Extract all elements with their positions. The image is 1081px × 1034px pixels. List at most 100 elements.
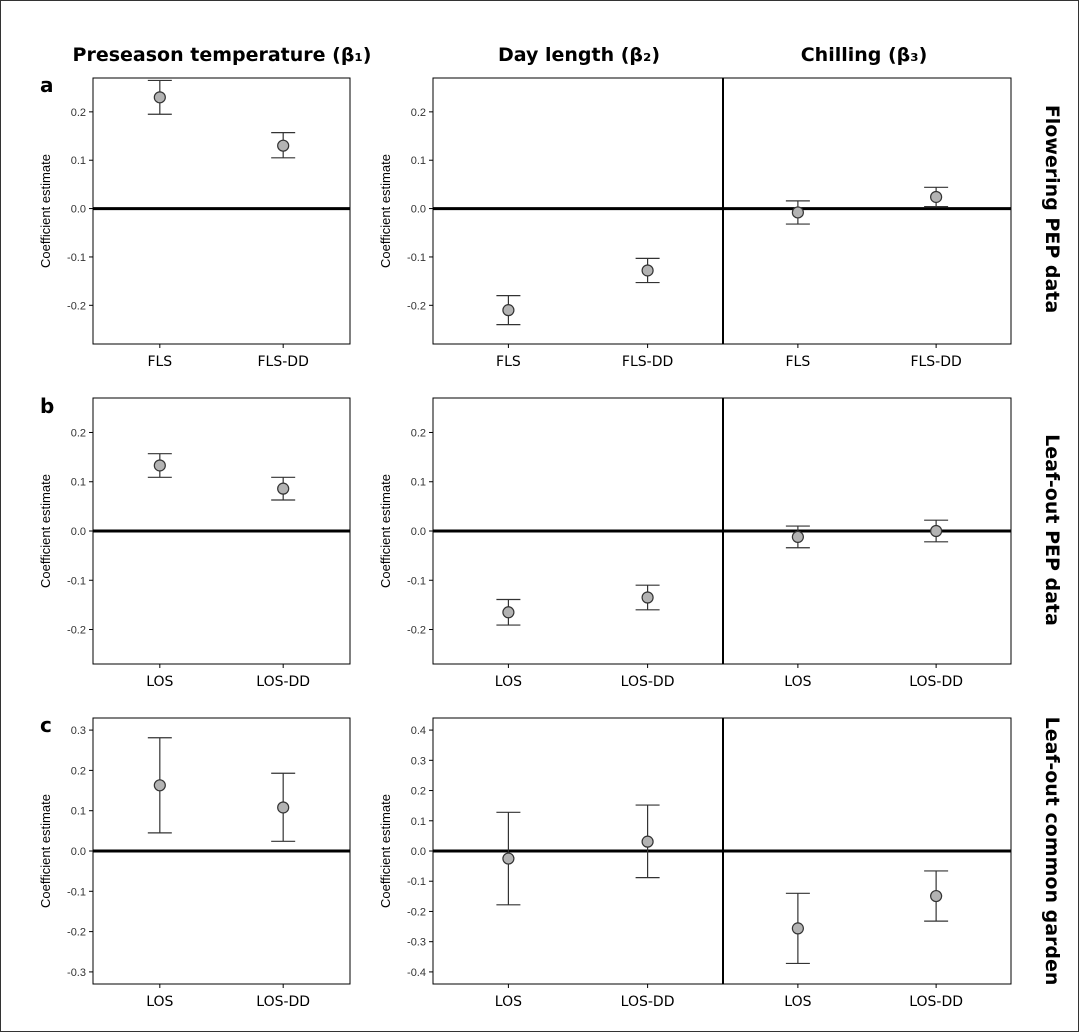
y-tick-label: 0.0 <box>411 204 426 216</box>
estimate-point <box>277 139 290 152</box>
x-tick-label: LOS-DD <box>909 994 963 1010</box>
panel-c-day: -0.4 -0.3 -0.2 -0.1 0.0 0.1 0.2 0.3 0.4 Coefficie… <box>378 717 724 1010</box>
x-tick-label: LOS <box>784 994 811 1010</box>
panel-b-day: -0.2 -0.1 0.0 0.1 0.2 Coefficient estimate LOS… <box>378 397 724 690</box>
y-tick-label: -0.1 <box>67 575 86 587</box>
panel-border <box>432 77 724 345</box>
panel-border <box>722 77 1012 345</box>
y-tick-label: 0.1 <box>71 806 86 818</box>
estimate-point <box>641 591 654 604</box>
y-tick-label: -0.1 <box>407 575 426 587</box>
y-tick-label: 0.0 <box>71 204 86 216</box>
row-title-flowering: Flowering PEP data <box>1041 105 1063 313</box>
x-tick-label: FLS <box>147 354 172 370</box>
y-axis-label: Coefficient estimate <box>378 154 393 268</box>
estimate-point <box>277 801 290 814</box>
y-tick-label: -0.1 <box>407 252 426 264</box>
x-tick-label: LOS-DD <box>909 674 963 690</box>
x-tick-label: FLS-DD <box>910 354 961 370</box>
y-axis-label: Coefficient estimate <box>38 154 53 268</box>
y-tick-label: 0.0 <box>71 846 86 858</box>
panel-b-chill: LOS LOS-DD <box>722 397 1012 690</box>
estimate-point <box>791 922 804 935</box>
estimate-point <box>502 606 515 619</box>
column-title-day-length: Day length (β₂) <box>498 44 660 66</box>
y-tick-label: -0.4 <box>407 967 426 979</box>
y-tick-label: -0.2 <box>67 625 86 637</box>
y-tick-label: 0.4 <box>411 725 426 737</box>
x-tick-label: LOS <box>146 674 173 690</box>
y-tick-label: -0.3 <box>407 937 426 949</box>
x-tick-label: LOS-DD <box>256 674 310 690</box>
estimate-point <box>153 91 166 104</box>
y-tick-label: 0.2 <box>411 427 426 439</box>
x-tick-label: LOS <box>495 674 522 690</box>
y-tick-label: 0.2 <box>71 107 86 119</box>
y-tick-label: 0.1 <box>411 816 426 828</box>
x-tick-label: FLS-DD <box>258 354 309 370</box>
x-tick-label: FLS-DD <box>622 354 673 370</box>
estimate-point <box>791 530 804 544</box>
estimate-point <box>641 835 654 848</box>
y-axis-label: Coefficient estimate <box>38 794 53 908</box>
estimate-point <box>502 304 515 317</box>
estimate-point <box>153 459 166 472</box>
y-tick-label: 0.1 <box>71 477 86 489</box>
y-tick-label: -0.1 <box>407 876 426 888</box>
y-tick-label: 0.0 <box>411 526 426 538</box>
x-tick-label: LOS <box>784 674 811 690</box>
y-tick-label: 0.2 <box>71 765 86 777</box>
panel-border <box>92 77 351 345</box>
y-tick-label: 0.2 <box>71 427 86 439</box>
y-tick-label: -0.2 <box>407 906 426 918</box>
x-tick-label: LOS-DD <box>256 994 310 1010</box>
x-tick-label: LOS-DD <box>621 994 675 1010</box>
y-tick-label: 0.1 <box>71 155 86 167</box>
estimate-point <box>502 852 515 865</box>
estimate-point <box>791 206 804 219</box>
x-tick-label: LOS <box>495 994 522 1010</box>
y-tick-label: -0.3 <box>67 967 86 979</box>
estimate-point <box>277 482 290 495</box>
panel-letter-c: c <box>40 713 52 737</box>
y-tick-label: 0.3 <box>411 755 426 767</box>
y-tick-label: -0.1 <box>67 252 86 264</box>
estimate-point <box>930 190 943 204</box>
estimate-point <box>930 524 943 538</box>
panel-letter-b: b <box>40 394 54 418</box>
x-tick-label: FLS <box>786 354 811 370</box>
y-tick-label: 0.3 <box>71 725 86 737</box>
estimate-point <box>641 264 654 277</box>
x-tick-label: FLS <box>496 354 521 370</box>
y-tick-label: -0.2 <box>67 300 86 312</box>
row-title-leafout-pep: Leaf-out PEP data <box>1041 434 1063 626</box>
y-tick-label: 0.2 <box>411 107 426 119</box>
column-title-temperature: Preseason temperature (β₁) <box>73 44 372 66</box>
y-tick-label: 0.2 <box>411 786 426 798</box>
y-axis-label: Coefficient estimate <box>378 794 393 908</box>
panel-c-chill: LOS LOS-DD <box>722 717 1012 1010</box>
y-tick-label: -0.2 <box>67 927 86 939</box>
y-tick-label: -0.1 <box>67 886 86 898</box>
y-tick-label: -0.2 <box>407 625 426 637</box>
panel-a-chill: FLS FLS-DD <box>722 77 1012 370</box>
y-tick-label: 0.0 <box>71 526 86 538</box>
row-title-common-garden: Leaf-out common garden <box>1041 717 1063 986</box>
y-tick-label: -0.2 <box>407 300 426 312</box>
panel-b-temp: -0.2 -0.1 0.0 0.1 0.2 Coefficient estimate LOS… <box>38 397 351 690</box>
panel-a-day: -0.2 -0.1 0.0 0.1 0.2 Coefficient estimate FLS… <box>378 77 724 370</box>
y-axis-label: Coefficient estimate <box>378 474 393 588</box>
y-tick-label: 0.1 <box>411 477 426 489</box>
plot-panels: -0.2 -0.1 0.0 0.1 0.2 Coefficient estimate FLS… <box>38 77 1012 1010</box>
estimate-point <box>930 889 943 903</box>
y-tick-label: 0.0 <box>411 846 426 858</box>
column-title-chilling: Chilling (β₃) <box>801 44 928 66</box>
panel-a-temp: -0.2 -0.1 0.0 0.1 0.2 Coefficient estimate FLS… <box>38 77 351 370</box>
x-tick-label: LOS <box>146 994 173 1010</box>
y-tick-label: 0.1 <box>411 155 426 167</box>
y-axis-label: Coefficient estimate <box>38 474 53 588</box>
panel-c-temp: -0.3 -0.2 -0.1 0.0 0.1 0.2 0.3 Coefficient esti… <box>38 717 351 1010</box>
x-tick-label: LOS-DD <box>621 674 675 690</box>
